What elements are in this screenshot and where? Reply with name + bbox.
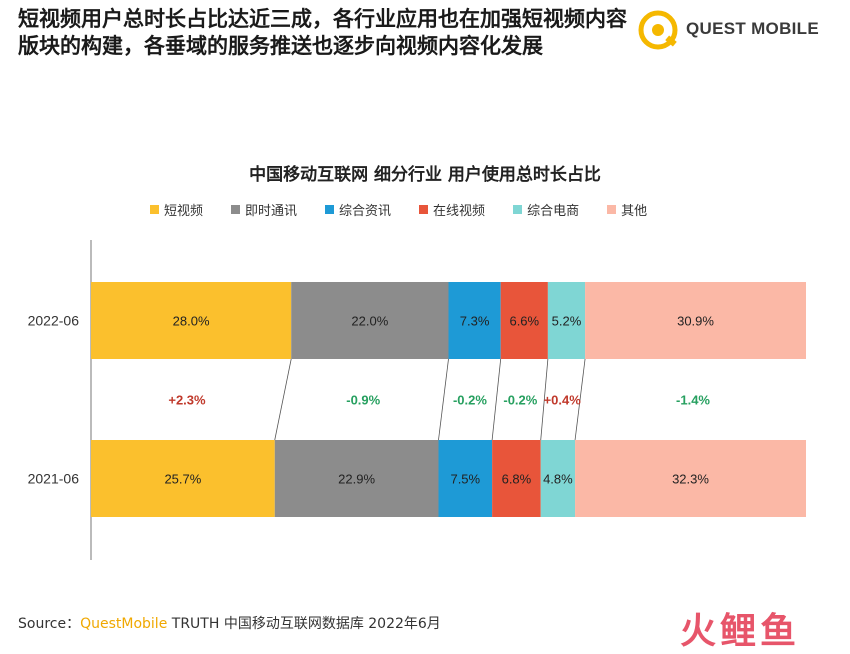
change-label: +0.4% — [544, 393, 582, 408]
data-label: 4.8% — [543, 472, 573, 487]
data-label: 30.9% — [677, 314, 714, 329]
bar-segment — [91, 282, 292, 359]
legend-swatch — [513, 204, 523, 214]
change-label: -0.2% — [453, 393, 487, 408]
category-label: 2021-06 — [28, 471, 80, 487]
bar-segment — [291, 282, 449, 359]
data-label: 32.3% — [672, 472, 709, 487]
data-label: 22.9% — [338, 472, 375, 487]
legend-swatch — [419, 204, 429, 214]
source-prefix: Source： — [18, 616, 81, 632]
bar-segment — [585, 282, 806, 359]
page-headline: 短视频用户总时长占比达近三成，各行业应用也在加强短视频内容版块的构建，各垂域的服… — [18, 7, 627, 58]
change-label: +2.3% — [168, 393, 206, 408]
legend-item: 短视频 — [150, 199, 203, 219]
legend-swatch — [325, 204, 335, 214]
connector-line — [438, 358, 449, 441]
legend-label: 即时通讯 — [245, 203, 298, 219]
source-brand: QuestMobile — [80, 616, 168, 632]
watermark-logo: 火鲤鱼 — [680, 611, 801, 652]
bar-segment — [492, 440, 541, 517]
bar-segment — [540, 440, 576, 517]
data-label: 22.0% — [351, 314, 388, 329]
data-label: 7.3% — [460, 314, 490, 329]
logo-text: QUEST MOBILE — [686, 19, 819, 38]
questmobile-logo: QUEST MOBILE — [636, 8, 836, 52]
legend-label: 综合资讯 — [339, 203, 392, 219]
legend-item: 其他 — [607, 199, 647, 219]
bar-segment — [500, 282, 548, 359]
legend-item: 综合资讯 — [325, 199, 391, 219]
legend-label: 其他 — [621, 203, 648, 219]
bar-segment — [547, 282, 586, 359]
change-label: -0.9% — [346, 393, 380, 408]
legend-label: 短视频 — [164, 203, 204, 219]
legend-swatch — [607, 204, 617, 214]
legend-item: 即时通讯 — [231, 199, 297, 219]
connector-line — [540, 358, 549, 441]
data-label: 25.7% — [164, 472, 201, 487]
legend-swatch — [231, 204, 241, 214]
connector-line — [274, 358, 292, 441]
legend-label: 在线视频 — [433, 203, 486, 219]
source-note: Source：QuestMobile TRUTH 中国移动互联网数据库 2022… — [18, 613, 441, 633]
data-label: 6.8% — [502, 472, 532, 487]
connector-line — [574, 358, 586, 441]
change-label: -0.2% — [503, 393, 537, 408]
bar-segment — [274, 440, 439, 517]
legend-item: 在线视频 — [419, 199, 485, 219]
data-label: 6.6% — [509, 314, 539, 329]
change-label: -1.4% — [676, 393, 710, 408]
chart-title: 中国移动互联网 细分行业 用户使用总时长占比 — [249, 165, 601, 185]
chart-legend: 短视频 即时通讯 综合资讯 在线视频 综合电商 其他 — [150, 199, 675, 219]
bar-segment — [448, 282, 501, 359]
bar-segment — [575, 440, 806, 517]
category-label: 2022-06 — [28, 313, 80, 329]
questmobile-logo-icon — [638, 10, 678, 50]
connector-line — [491, 358, 502, 441]
bar-segment — [438, 440, 493, 517]
data-label: 28.0% — [173, 314, 210, 329]
legend-item: 综合电商 — [513, 199, 579, 219]
bar-segment — [91, 440, 275, 517]
data-label: 7.5% — [450, 472, 480, 487]
legend-swatch — [150, 204, 159, 214]
source-rest: TRUTH 中国移动互联网数据库 2022年6月 — [167, 616, 441, 632]
legend-label: 综合电商 — [527, 203, 580, 219]
data-label: 5.2% — [552, 314, 582, 329]
stacked-bar-chart: 2022-06 28.0% 22.0% 7.3% 6.6% 5.2% 30.9% 2021-0… — [28, 240, 806, 560]
